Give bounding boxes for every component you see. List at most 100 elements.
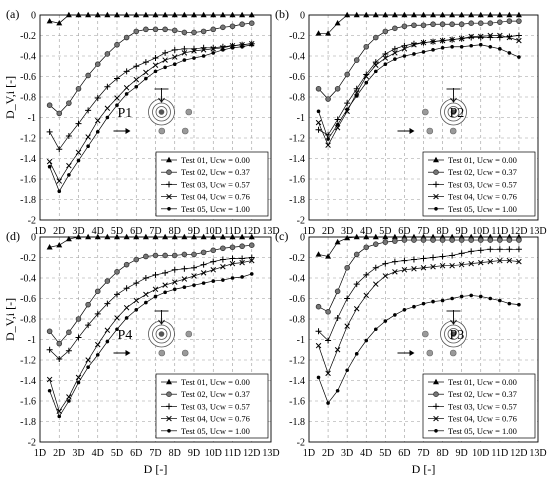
y-tick-label: 0 xyxy=(300,233,305,244)
y-tick-label: -0.4 xyxy=(20,274,36,285)
series-5 xyxy=(316,293,521,405)
y-tick-label: -1.4 xyxy=(289,376,305,387)
data-point xyxy=(76,380,81,385)
data-point xyxy=(76,158,81,163)
data-point xyxy=(210,46,217,52)
data-point xyxy=(104,327,111,334)
data-point xyxy=(469,43,474,48)
data-point xyxy=(506,33,513,40)
data-point xyxy=(411,237,417,243)
y-tick-label: 0 xyxy=(31,11,36,22)
y-tick-label: -1.8 xyxy=(289,195,305,206)
test-turbine-ring xyxy=(444,324,463,344)
data-point xyxy=(181,50,188,56)
data-point xyxy=(316,375,321,380)
data-point xyxy=(162,252,168,259)
test-turbine-core xyxy=(450,109,457,115)
data-point xyxy=(315,30,322,36)
data-point xyxy=(66,100,72,106)
data-point xyxy=(152,26,159,33)
data-point xyxy=(181,11,188,18)
test-turbine-ring xyxy=(155,328,168,340)
panel-label: (a) xyxy=(6,7,19,21)
series-2 xyxy=(46,20,255,117)
test-turbine-core xyxy=(158,109,165,115)
data-point xyxy=(421,50,426,54)
data-point xyxy=(94,11,101,18)
data-point xyxy=(439,237,446,243)
legend-entry: Test 02, Ucw = 0.37 xyxy=(448,167,517,177)
data-point xyxy=(104,233,111,240)
data-point xyxy=(450,44,454,49)
data-point xyxy=(506,257,513,264)
data-point xyxy=(94,310,101,317)
data-point xyxy=(152,11,159,18)
data-point xyxy=(65,11,72,18)
data-point xyxy=(497,257,503,264)
legend-marker xyxy=(433,156,439,163)
data-point xyxy=(239,21,245,28)
legend-entry: Test 03, Ucw = 0.57 xyxy=(181,401,250,411)
x-tick-label: 11D xyxy=(224,448,241,459)
data-point xyxy=(450,296,454,301)
data-point xyxy=(248,242,255,249)
flow-arrow-head xyxy=(409,350,415,356)
data-point xyxy=(458,35,465,42)
data-point xyxy=(468,260,474,267)
data-point xyxy=(315,126,322,133)
data-point xyxy=(220,24,226,31)
data-point xyxy=(335,122,340,127)
data-point xyxy=(516,18,522,24)
data-point xyxy=(468,248,475,255)
data-point xyxy=(191,273,197,279)
data-point xyxy=(162,233,169,240)
panel-b: 0 -0.2 -0.4 -0.6 -0.8 -1 -1.2 -1.4 -1.6 -1.8 -21D 2… xyxy=(275,7,547,237)
legend-entry: Test 03, Ucw = 0.57 xyxy=(181,179,250,189)
x-axis-label: D [-] xyxy=(144,462,168,476)
y-tick-label: -1.6 xyxy=(289,175,305,186)
data-point xyxy=(506,18,513,24)
data-point xyxy=(315,251,322,257)
legend-marker xyxy=(166,156,172,163)
data-point xyxy=(200,11,207,18)
data-point xyxy=(344,100,351,107)
x-tick-label: 12D xyxy=(243,226,260,237)
data-point xyxy=(220,263,226,270)
data-point xyxy=(65,132,72,139)
y-tick-label: -1.8 xyxy=(20,417,36,428)
data-point xyxy=(86,365,90,369)
y-tick-label: -0.2 xyxy=(20,31,36,42)
data-point xyxy=(46,17,53,24)
legend-entry: Test 05, Ucw = 1.00 xyxy=(448,426,517,436)
legend-entry: Test 04, Ucw = 0.76 xyxy=(181,192,250,202)
data-point xyxy=(459,294,464,299)
data-point xyxy=(373,69,378,74)
x-tick-label: 2D xyxy=(322,448,334,459)
data-point xyxy=(200,261,207,268)
data-point xyxy=(152,252,159,259)
y-tick-label: -0.8 xyxy=(289,315,305,326)
data-point xyxy=(171,46,178,53)
data-point xyxy=(430,263,436,270)
data-point xyxy=(326,401,330,405)
data-point xyxy=(221,48,225,52)
data-point xyxy=(364,80,369,85)
x-tick-label: 2D xyxy=(53,226,65,237)
data-point xyxy=(382,273,389,279)
data-point xyxy=(210,267,217,273)
data-point xyxy=(458,250,465,257)
data-point xyxy=(143,69,149,76)
data-point xyxy=(468,20,475,27)
data-point xyxy=(468,11,475,18)
data-point xyxy=(124,316,129,320)
x-tick-label: 3D xyxy=(72,448,84,459)
data-point xyxy=(94,61,101,67)
data-point xyxy=(191,251,197,258)
data-point xyxy=(449,237,455,243)
legend-marker xyxy=(166,378,172,385)
data-point xyxy=(372,59,379,66)
data-point xyxy=(517,302,521,307)
data-point xyxy=(56,146,63,153)
data-point xyxy=(57,189,62,194)
data-point xyxy=(181,276,188,282)
